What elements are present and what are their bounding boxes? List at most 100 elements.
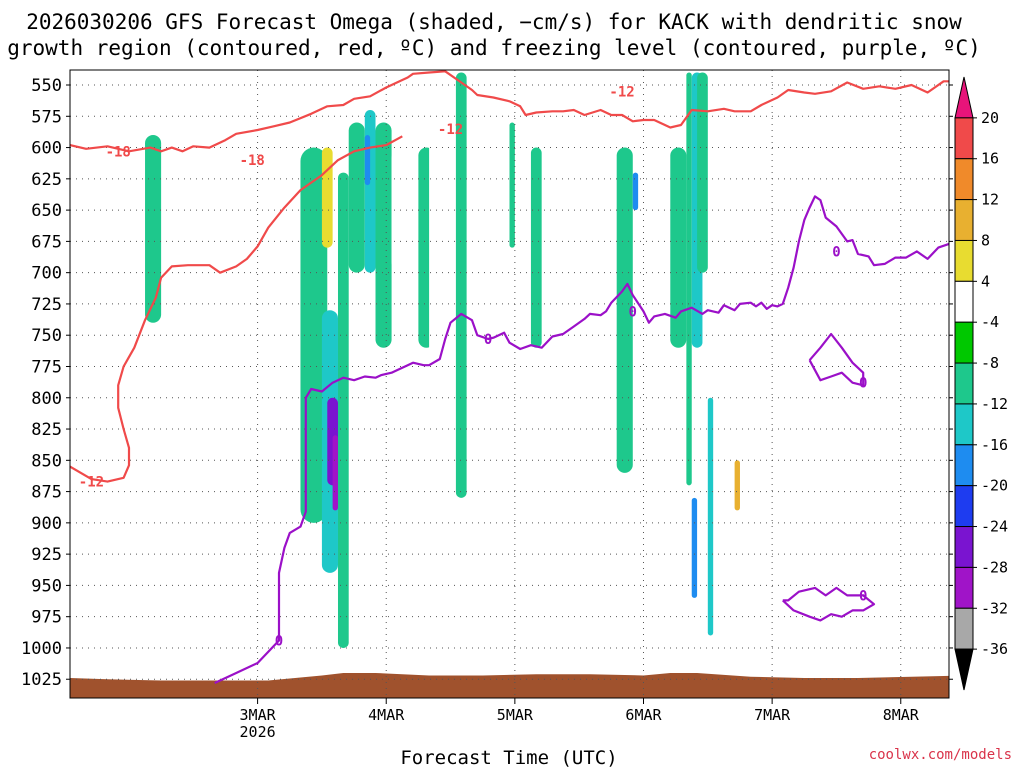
purple-contour-label-2: 0 — [629, 304, 637, 320]
colorbar-box-13 — [954, 607, 974, 650]
omega-cell-0 — [86, 72, 92, 148]
colorbar-label-2: 12 — [981, 191, 999, 209]
purple-contour-label-0: 0 — [275, 633, 283, 649]
y-tick-label-625: 625 — [31, 170, 62, 190]
x-tick-label-6MAR: 6MAR — [625, 706, 662, 724]
omega-cell-3 — [145, 135, 162, 323]
surface-terrain-fill — [70, 672, 949, 698]
chart-title-line2: growth region (contoured, red, ºC) and f… — [7, 36, 981, 60]
grid — [70, 70, 949, 698]
red-contour-lower — [70, 135, 403, 483]
y-tick-label-850: 850 — [31, 451, 62, 471]
purple-contour-label-4: 0 — [1014, 216, 1022, 232]
x-tick-sublabel-3MAR: 2026 — [240, 723, 276, 741]
omega-cell-36 — [761, 97, 773, 298]
y-tick-label-675: 675 — [31, 232, 62, 252]
colorbar-box-9 — [954, 444, 974, 487]
y-tick-label-825: 825 — [31, 420, 62, 440]
omega-cell-19 — [509, 122, 515, 248]
omega-cell-11 — [364, 110, 376, 273]
x-tick-label-4MAR: 4MAR — [368, 706, 405, 724]
omega-cell-2 — [177, 72, 183, 98]
omega-cell-30 — [697, 72, 708, 273]
omega-cell-7 — [332, 435, 338, 511]
red-contour-upper — [70, 70, 949, 153]
purple-contour-label-1: 0 — [484, 332, 492, 348]
omega-cell-4 — [300, 147, 328, 523]
x-tick-label-8MAR: 8MAR — [883, 706, 920, 724]
omega-cell-34 — [734, 460, 740, 511]
omega-cell-40 — [1019, 360, 1024, 523]
x-tick-label-7MAR: 7MAR — [754, 706, 791, 724]
colorbar-label-8: -16 — [981, 436, 1008, 454]
colorbar-label-12: -32 — [981, 599, 1008, 617]
colorbar-box-10 — [954, 485, 974, 528]
omega-cell-1 — [118, 72, 129, 123]
colorbar-box-4 — [954, 239, 974, 282]
omega-cell-32 — [718, 147, 730, 398]
colorbar-label-0: 20 — [981, 109, 999, 127]
purple-contour-low — [782, 586, 876, 622]
y-tick-label-950: 950 — [31, 576, 62, 596]
omega-cell-13 — [375, 122, 392, 348]
colorbar-box-6 — [954, 321, 974, 364]
y-tick-label-750: 750 — [31, 326, 62, 346]
omega-cell-24 — [632, 172, 639, 211]
omega-cell-31 — [707, 397, 714, 636]
omega-cell-29 — [691, 497, 698, 598]
credit-text: coolwx.com/models — [869, 747, 1012, 763]
colorbar-box-1 — [954, 117, 974, 160]
y-tick-label-1000: 1000 — [21, 639, 62, 659]
colorbar-box-5 — [954, 280, 974, 323]
purple-contour-freezing — [214, 195, 949, 684]
colorbar-box-8 — [954, 403, 974, 446]
omega-cell-22 — [595, 72, 612, 273]
omega-cell-20 — [530, 147, 542, 348]
colorbar-cap-bottom — [954, 648, 974, 691]
omega-cell-35 — [750, 72, 762, 248]
red-contour-label-4: -12 — [79, 475, 104, 491]
omega-cell-10 — [348, 122, 365, 273]
y-tick-label-900: 900 — [31, 514, 62, 534]
y-tick-label-600: 600 — [31, 139, 62, 159]
y-tick-label-800: 800 — [31, 389, 62, 409]
y-tick-label-575: 575 — [31, 107, 62, 127]
colorbar-label-11: -28 — [981, 558, 1008, 576]
colorbar-label-3: 8 — [981, 231, 990, 249]
colorbar-label-1: 16 — [981, 150, 999, 168]
colorbar: 20 16 12 8 4 -4 -8 -12 -16 -20 -24 -28 -32 -36 — [954, 76, 1008, 691]
colorbar-box-3 — [954, 199, 974, 241]
y-tick-label-875: 875 — [31, 483, 62, 503]
colorbar-label-4: 4 — [981, 272, 990, 290]
colorbar-label-13: -36 — [981, 640, 1008, 658]
omega-cell-17 — [455, 72, 467, 498]
purple-contour-label-5: 0 — [859, 376, 867, 392]
colorbar-box-12 — [954, 566, 974, 609]
omega-cell-26 — [670, 147, 687, 348]
x-axis-label: Forecast Time (UTC) — [400, 747, 617, 768]
plot-frame — [69, 69, 950, 699]
red-contour-label-0: -18 — [106, 144, 131, 160]
red-contour-label-3: -12 — [609, 84, 634, 100]
omega-cell-12 — [364, 135, 371, 186]
colorbar-box-2 — [954, 158, 974, 201]
colorbar-cap-top — [954, 76, 974, 119]
red-contour-label-2: -12 — [438, 122, 463, 138]
omega-cell-23 — [616, 147, 633, 473]
colorbar-label-10: -24 — [981, 518, 1008, 536]
x-tick-label-5MAR: 5MAR — [497, 706, 534, 724]
y-tick-label-925: 925 — [31, 545, 62, 565]
y-tick-label-550: 550 — [31, 76, 62, 96]
y-tick-label-725: 725 — [31, 295, 62, 315]
omega-cell-9 — [321, 147, 333, 248]
colorbar-box-11 — [954, 526, 974, 568]
y-axis: 550 575 600 625 650 675 700 725 750 775 800 825 850 8… — [21, 76, 953, 690]
colorbar-label-5: -4 — [981, 313, 999, 331]
omega-cell-14 — [391, 147, 414, 273]
purple-contour-mid — [808, 332, 865, 387]
y-tick-label-775: 775 — [31, 357, 62, 377]
y-tick-label-1025: 1025 — [21, 670, 62, 690]
omega-cell-8 — [337, 172, 349, 648]
